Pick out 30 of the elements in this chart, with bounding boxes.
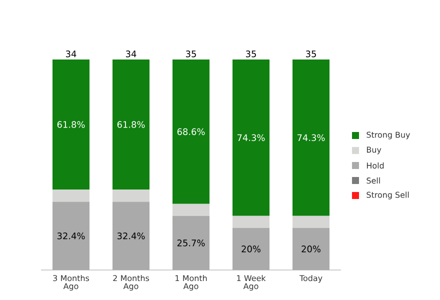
bar [172, 204, 210, 216]
bar [292, 59, 330, 216]
bar [52, 59, 90, 190]
data-label: 74.3% [238, 134, 265, 142]
bar [112, 202, 150, 270]
annotation: 34 [66, 50, 76, 58]
data-label: 68.6% [177, 128, 205, 136]
annotation: 34 [126, 50, 136, 58]
bar [292, 216, 330, 228]
annotation: 35 [246, 50, 256, 58]
annotation: 35 [186, 50, 196, 58]
data-label: 61.8% [117, 121, 145, 128]
data-label: 74.3% [298, 134, 325, 142]
bar [232, 216, 270, 228]
data-label: 25.7% [177, 240, 205, 246]
data-label: 61.8% [57, 121, 85, 128]
bar [172, 216, 210, 270]
bar [232, 228, 270, 270]
bar [292, 228, 330, 270]
bar [112, 190, 150, 202]
bar [52, 190, 90, 202]
data-label: 20% [242, 246, 260, 252]
data-label: 32.4% [57, 232, 85, 240]
bar [52, 202, 90, 270]
bar [232, 59, 270, 216]
bar [172, 59, 210, 204]
data-label: 20% [302, 246, 320, 252]
bar [112, 59, 150, 190]
annotation: 35 [306, 50, 316, 58]
data-label: 32.4% [117, 232, 145, 240]
